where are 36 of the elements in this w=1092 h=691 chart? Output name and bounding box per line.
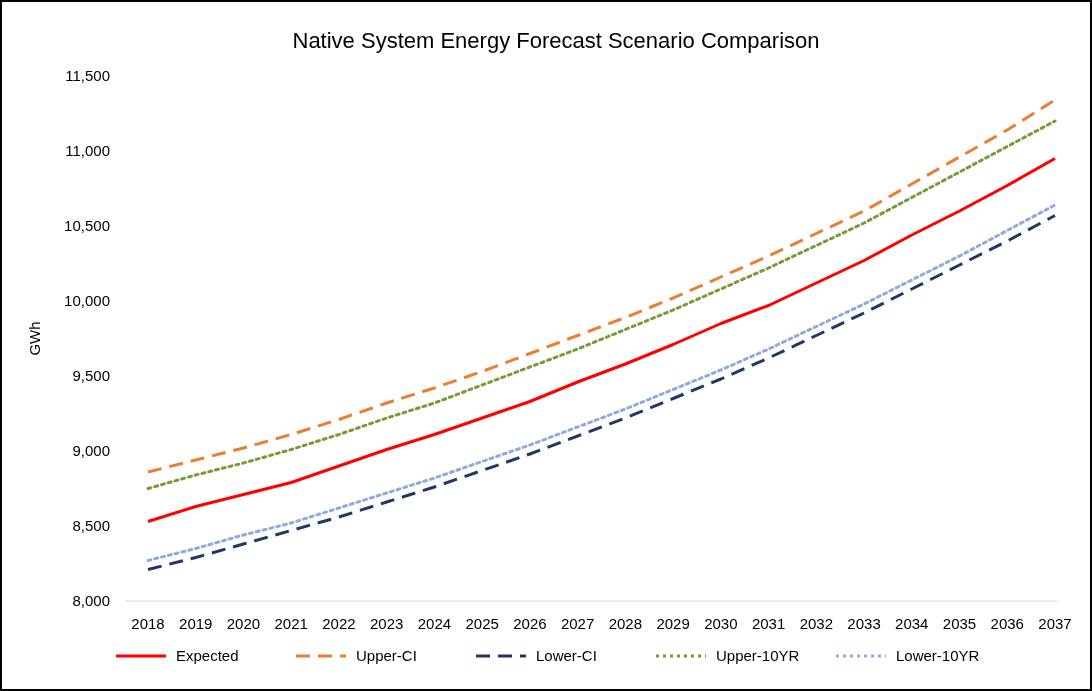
- x-tick-label: 2035: [942, 615, 977, 632]
- x-tick-label: 2031: [751, 615, 786, 632]
- y-tick-label: 10,500: [64, 217, 110, 235]
- legend-label: Upper-10YR: [716, 647, 800, 665]
- legend-label: Upper-CI: [356, 647, 417, 665]
- x-tick-label: 2020: [226, 615, 261, 632]
- legend-label: Lower-10YR: [896, 647, 980, 665]
- x-tick-label: 2029: [656, 615, 690, 632]
- line-series: [146, 157, 1057, 523]
- x-tick-label: 2022: [322, 615, 356, 632]
- x-tick-label: 2027: [560, 615, 595, 632]
- x-tick-label: 2019: [179, 615, 213, 632]
- x-tick-label: 2037: [1038, 615, 1072, 632]
- y-tick-label: 11,500: [65, 67, 110, 85]
- x-tick-label: 2023: [370, 615, 404, 632]
- y-tick-label: 9,500: [72, 367, 110, 385]
- x-tick-label: 2018: [131, 615, 165, 632]
- y-axis-title: GWh: [26, 321, 43, 356]
- y-tick-label: 8,500: [72, 517, 110, 535]
- y-tick-label: 9,000: [72, 442, 110, 460]
- x-tick-label: 2030: [704, 615, 738, 632]
- y-tick-label: 11,000: [65, 142, 110, 160]
- x-tick-label: 2021: [274, 615, 308, 632]
- y-tick-label: 8,000: [72, 592, 110, 610]
- legend-label: Lower-CI: [536, 647, 597, 665]
- x-tick-label: 2033: [847, 615, 881, 632]
- x-tick-label: 2024: [417, 615, 452, 632]
- y-tick-label: 10,000: [64, 292, 110, 310]
- x-tick-label: 2032: [799, 615, 833, 632]
- x-tick-label: 2034: [895, 615, 929, 632]
- x-tick-label: 2025: [465, 615, 499, 632]
- x-tick-label: 2036: [990, 615, 1024, 632]
- legend-label: Expected: [176, 647, 239, 665]
- x-tick-label: 2026: [513, 615, 547, 632]
- chart-title: Native System Energy Forecast Scenario Comparison: [292, 28, 820, 53]
- x-tick-label: 2028: [608, 615, 643, 632]
